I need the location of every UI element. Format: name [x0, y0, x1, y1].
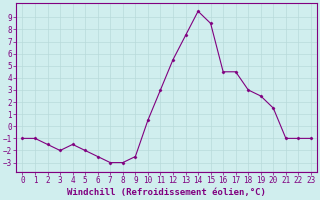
- X-axis label: Windchill (Refroidissement éolien,°C): Windchill (Refroidissement éolien,°C): [67, 188, 266, 197]
